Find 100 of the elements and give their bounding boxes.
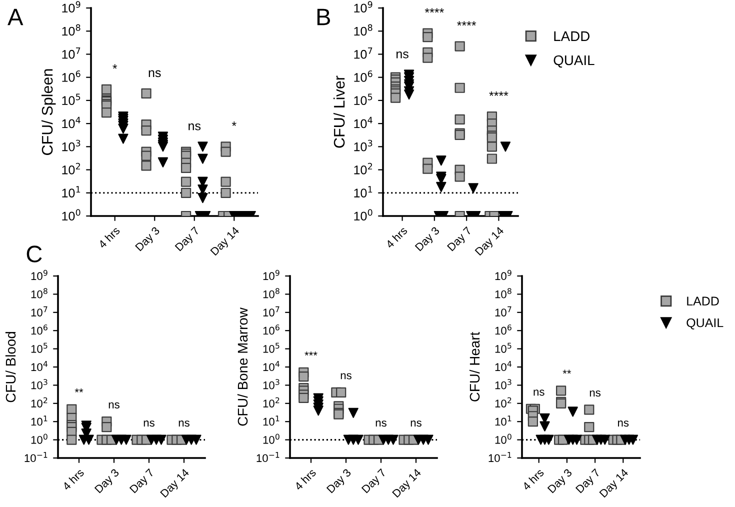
y-tick-label: 10$^{1}$ [495,416,512,426]
y-tick-label: 10$^{7}$ [263,306,280,316]
x-tick-label: 4 hrs [522,468,544,491]
x-tick-label: 4 hrs [385,226,408,249]
y-tick-label: 10$^{4}$ [354,116,372,128]
y-tick-label: 10$^{1}$ [354,186,372,198]
chart-title: A [8,8,24,26]
y-tick-label: 10$^{6}$ [31,324,48,335]
y-tick-label: 10$^{6}$ [263,324,280,335]
x-tick-label: Day 14 [210,226,242,258]
y-tick-label: 10$^{6}$ [354,70,372,82]
annotation: * [232,122,236,126]
x-tick-label: Day 3 [326,468,353,495]
annotation: *** [304,352,318,356]
x-tick-label: Day 7 [129,468,156,495]
y-axis-title: CFU/ Heart [469,332,480,402]
y-tick-label: 10$^{0}$ [354,209,372,221]
y-tick-label: 10$^{4}$ [495,361,512,372]
y-tick-label: 10$^{5}$ [62,94,80,106]
y-tick-label: 10$^{2}$ [354,162,372,174]
annotation: ns [178,420,190,427]
y-tick-label: 10$^{2}$ [263,397,280,408]
annotation: ns [396,51,408,58]
x-tick-label: Day 14 [160,468,192,500]
annotation: ns [340,373,352,380]
annotation: ns [376,420,386,427]
y-axis-title: CFU/ Bone Marrow [237,308,248,426]
y-tick-label: 10$^{4}$ [31,361,48,372]
y-tick-label: 10$^{8}$ [263,288,280,298]
annotation: ** [74,388,84,392]
y-axis-title: CFU/ Spleen [41,69,56,155]
y-tick-label: 10$^{9}$ [263,270,280,280]
y-tick-label: 10$^{8}$ [31,288,48,298]
x-tick-label: Day 7 [446,226,474,253]
legend-label: LADD [554,31,590,41]
y-tick-label: 10$^{3}$ [354,140,372,152]
annotation: ns [590,390,601,397]
annotation: ns [144,420,154,427]
annotation: ** [562,370,572,374]
annotation: ns [410,420,422,427]
annotation: ns [188,123,201,130]
y-tick-label: 10$^{3}$ [495,379,512,390]
annotation: **** [424,8,444,13]
y-tick-label: 10$^{0}$ [62,209,80,221]
y-tick-label: 10$^{3}$ [62,140,80,152]
y-tick-label: 10$^{3}$ [31,379,48,390]
y-tick-label: 10$^{1}$ [62,186,80,198]
y-tick-label: 10$^{6}$ [495,324,512,335]
x-tick-label: Day 7 [361,468,388,495]
annotation: ns [108,402,120,408]
x-tick-label: Day 14 [474,226,506,258]
y-tick-label: 10$^{1}$ [263,416,280,426]
x-tick-label: Day 7 [174,226,202,253]
y-tick-label: 10$^{5}$ [31,342,48,353]
y-axis-title: CFU/ Blood [5,332,16,402]
annotation: **** [489,91,508,96]
y-tick-label: 10$^{−1}$ [256,452,280,462]
y-tick-label: 10$^{7}$ [495,306,512,316]
y-axis-title: CFU/ Liver [333,76,345,148]
y-tick-label: 10$^{7}$ [31,306,48,316]
chart-title: C [26,246,42,262]
y-tick-label: 10$^{5}$ [263,342,280,353]
annotation: ns [618,420,629,427]
legend-label: LADD [687,296,719,306]
annotation: ns [534,390,544,396]
x-tick-label: 4 hrs [62,468,84,491]
y-tick-label: 10$^{−1}$ [24,452,48,462]
y-tick-label: 10$^{8}$ [62,24,80,36]
chart-title: B [317,8,330,26]
x-tick-label: 4 hrs [294,468,316,491]
x-tick-label: Day 3 [414,226,442,253]
y-tick-label: 10$^{2}$ [62,162,80,174]
y-tick-label: 10$^{6}$ [62,70,80,82]
y-tick-label: 10$^{3}$ [263,379,280,390]
y-tick-label: 10$^{9}$ [31,270,48,280]
y-tick-label: 10$^{0}$ [495,434,512,444]
y-tick-label: 10$^{−1}$ [488,452,512,462]
x-tick-label: Day 3 [134,226,162,253]
y-tick-label: 10$^{1}$ [31,416,48,426]
annotation: **** [457,21,476,26]
y-tick-label: 10$^{4}$ [62,116,80,128]
annotation: * [112,64,118,69]
y-tick-label: 10$^{0}$ [263,434,280,444]
y-tick-label: 10$^{2}$ [495,397,512,408]
y-tick-label: 10$^{9}$ [354,1,372,13]
y-tick-label: 10$^{5}$ [495,342,512,353]
y-tick-label: 10$^{8}$ [354,24,372,36]
y-tick-label: 10$^{9}$ [495,270,512,280]
y-tick-label: 10$^{7}$ [354,48,372,59]
y-tick-label: 10$^{7}$ [62,48,80,59]
y-tick-label: 10$^{4}$ [263,361,280,372]
legend-label: QUAIL [554,55,594,68]
y-tick-label: 10$^{0}$ [31,434,48,444]
annotation: ns [148,70,161,78]
y-tick-label: 10$^{2}$ [31,397,48,408]
x-tick-label: 4 hrs [98,226,120,249]
y-tick-label: 10$^{5}$ [354,94,372,106]
x-tick-label: Day 3 [94,468,121,495]
x-tick-label: Day 14 [599,468,630,500]
y-tick-label: 10$^{9}$ [62,1,80,13]
